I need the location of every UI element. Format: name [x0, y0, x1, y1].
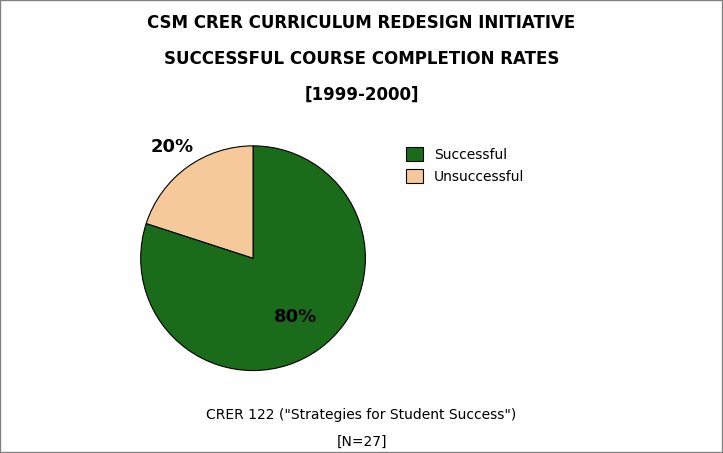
Wedge shape [141, 146, 365, 371]
Text: CRER 122 ("Strategies for Student Success"): CRER 122 ("Strategies for Student Succes… [206, 408, 517, 422]
Text: SUCCESSFUL COURSE COMPLETION RATES: SUCCESSFUL COURSE COMPLETION RATES [164, 50, 559, 68]
Text: CSM CRER CURRICULUM REDESIGN INITIATIVE: CSM CRER CURRICULUM REDESIGN INITIATIVE [147, 14, 576, 32]
Text: 80%: 80% [274, 308, 317, 326]
Text: [N=27]: [N=27] [336, 435, 387, 449]
Text: 20%: 20% [151, 138, 194, 156]
Text: [1999-2000]: [1999-2000] [304, 86, 419, 104]
Legend: Successful, Unsuccessful: Successful, Unsuccessful [406, 147, 524, 184]
Wedge shape [146, 146, 253, 258]
